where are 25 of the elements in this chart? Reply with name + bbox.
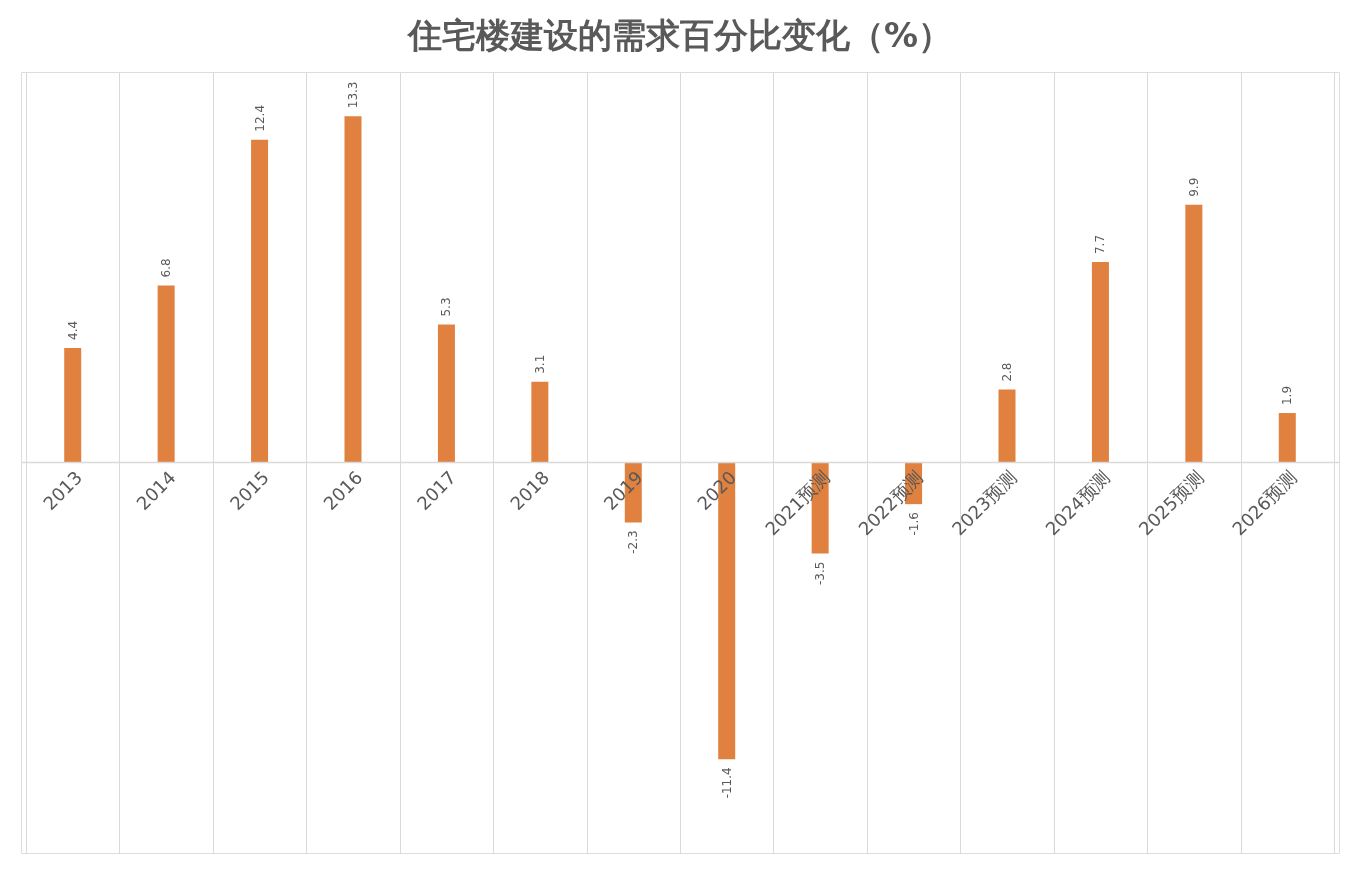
data-label: 4.4	[65, 320, 80, 340]
bar	[531, 381, 549, 463]
bar	[1091, 262, 1109, 463]
bar	[1185, 204, 1203, 463]
data-label: 2.8	[1000, 362, 1014, 382]
data-label: 6.8	[159, 258, 174, 278]
bar	[251, 139, 269, 463]
data-label: 3.1	[532, 354, 547, 374]
chart-title: 住宅楼建设的需求百分比变化（%）	[405, 15, 953, 55]
data-label: 13.3	[346, 81, 360, 109]
data-label: 5.3	[439, 297, 454, 317]
bar	[64, 347, 82, 463]
bar	[437, 324, 455, 463]
data-label: -2.3	[626, 530, 641, 554]
data-label: 9.9	[1186, 177, 1201, 197]
data-label: -11.4	[719, 767, 734, 799]
bar	[998, 389, 1016, 463]
bar	[1278, 413, 1296, 463]
data-label: -3.5	[813, 561, 828, 586]
data-label: 7.7	[1093, 234, 1108, 255]
data-label: 1.9	[1280, 385, 1295, 406]
bar	[344, 116, 362, 463]
data-label: 12.4	[252, 104, 267, 132]
bar	[157, 285, 175, 463]
data-label: -1.6	[906, 512, 921, 536]
